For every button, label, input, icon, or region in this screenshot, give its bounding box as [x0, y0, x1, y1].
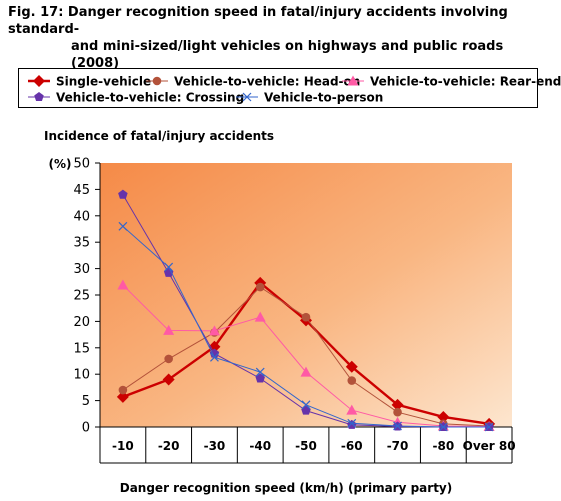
- data-point: [254, 311, 266, 322]
- legend-item: Single-vehicle: [28, 75, 151, 89]
- series-person: [118, 221, 494, 432]
- data-point: [255, 367, 265, 377]
- legend-marker: [152, 76, 162, 86]
- x-tick-label: -20: [158, 439, 180, 453]
- x-tick-label: -10: [112, 439, 134, 453]
- data-point: [391, 398, 404, 411]
- chart-title-line-1: Fig. 17: Danger recognition speed in fat…: [8, 5, 508, 37]
- legend-label: Vehicle-to-person: [264, 91, 383, 105]
- marker-x-stroke: [484, 422, 494, 432]
- data-point: [301, 312, 311, 322]
- data-point: [393, 407, 402, 417]
- legend-marker: [347, 75, 359, 86]
- marker-x-stroke: [301, 400, 311, 410]
- legend-marker: [242, 92, 252, 102]
- marker-x-stroke: [255, 367, 265, 377]
- legend-label: Single-vehicle: [56, 75, 151, 89]
- y-tick-label: 20: [73, 315, 90, 330]
- x-tick-label: -60: [341, 439, 363, 453]
- plot-area: [100, 163, 512, 427]
- data-point: [162, 373, 175, 386]
- data-point: [347, 418, 357, 428]
- x-tick-label: -40: [249, 439, 271, 453]
- y-tick-label: 30: [73, 262, 90, 277]
- data-point: [484, 422, 494, 432]
- data-point: [118, 189, 128, 199]
- data-point: [164, 354, 173, 364]
- y-tick-label: 5: [82, 394, 90, 409]
- marker-x-stroke: [242, 92, 252, 102]
- data-point: [347, 376, 357, 385]
- data-point: [438, 422, 448, 432]
- data-point: [393, 421, 402, 431]
- data-point: [255, 282, 265, 292]
- marker-x-stroke: [347, 418, 357, 428]
- marker-x-stroke: [393, 421, 402, 431]
- y-tick-label: 45: [73, 183, 90, 198]
- y-tick-label: 15: [73, 341, 90, 356]
- y-axis-unit: (%): [49, 157, 72, 171]
- x-tick-label: -50: [295, 439, 317, 453]
- legend-label: Vehicle-to-vehicle: Rear-end: [370, 75, 561, 89]
- x-tick-label: -70: [387, 439, 409, 453]
- data-point: [208, 340, 221, 353]
- x-tick-label: -80: [432, 439, 454, 453]
- marker-x-stroke: [118, 221, 128, 231]
- x-category-table: -10 -20 -30 -40 -50 -60 -70 -80 Over 80: [99, 426, 516, 464]
- data-point: [255, 373, 265, 383]
- y-tick-label: 50: [73, 157, 90, 172]
- data-point: [300, 366, 312, 377]
- data-point: [116, 390, 129, 403]
- legend-label: Vehicle-to-vehicle: Crossing: [56, 91, 244, 105]
- data-point: [208, 325, 220, 336]
- data-point: [164, 262, 174, 272]
- legend-item: Vehicle-to-vehicle: Head-on: [146, 75, 360, 89]
- series-lines: [116, 189, 496, 432]
- y-axis: 0 5 10 15 20 25 30 35 40 45 50: [73, 157, 101, 436]
- marker-x-stroke: [438, 422, 448, 432]
- data-point: [345, 360, 358, 373]
- legend-label: Vehicle-to-vehicle: Head-on: [174, 75, 360, 89]
- y-tick-label: 35: [73, 236, 90, 251]
- chart-legend: [18, 68, 538, 108]
- data-point: [117, 279, 129, 290]
- x-tick-label: Over 80: [463, 439, 516, 453]
- legend-marker: [33, 75, 45, 87]
- chart-title-line-2: and mini-sized/light vehicles on highway…: [71, 39, 504, 71]
- y-tick-label: 10: [73, 368, 90, 383]
- x-axis-title: Danger recognition speed (km/h) (primary…: [120, 481, 453, 495]
- legend-item: Vehicle-to-vehicle: Crossing: [28, 91, 244, 105]
- legend-marker: [34, 92, 44, 102]
- legend-entries: Single-vehicle Vehicle-to-vehicle: Head-o…: [28, 75, 561, 105]
- marker-x-stroke: [164, 262, 174, 272]
- y-axis-title: Incidence of fatal/injury accidents: [44, 129, 274, 143]
- y-tick-label: 40: [73, 209, 90, 224]
- data-point: [118, 221, 128, 231]
- data-point: [163, 324, 175, 335]
- data-point: [301, 400, 311, 410]
- marker-x-stroke: [210, 352, 219, 362]
- legend-item: Vehicle-to-vehicle: Rear-end: [342, 75, 561, 89]
- y-tick-label: 25: [73, 289, 90, 304]
- data-point: [437, 410, 450, 423]
- chart-title: Fig. 17: Danger recognition speed in fat…: [8, 4, 553, 72]
- y-tick-label: 0: [82, 421, 90, 436]
- data-point: [118, 385, 128, 395]
- data-point: [346, 404, 358, 415]
- x-tick-label: -30: [204, 439, 226, 453]
- data-point: [210, 352, 219, 362]
- legend-item: Vehicle-to-person: [236, 91, 383, 105]
